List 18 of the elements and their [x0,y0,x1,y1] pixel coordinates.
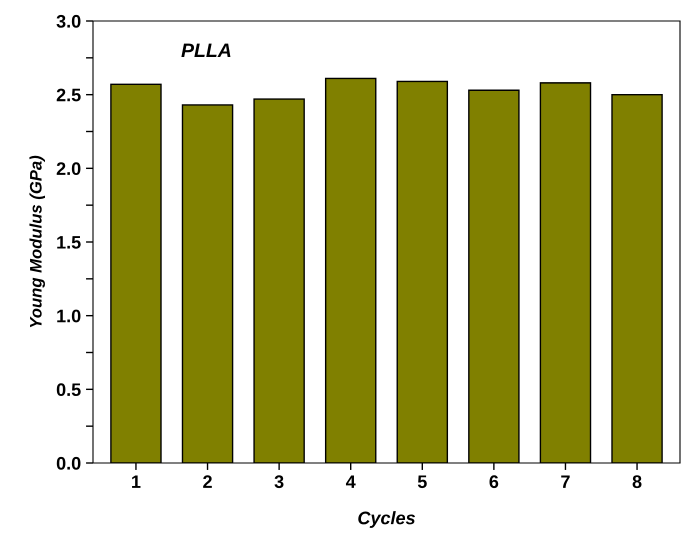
x-tick-label: 6 [490,475,498,488]
y-tick-label: 0.5 [56,383,81,396]
x-tick-label: 7 [561,475,570,488]
y-tick-label: 2.5 [56,88,81,102]
x-axis-title: Cycles [358,511,415,528]
x-tick-label: 8 [632,475,642,488]
x-tick-label: 5 [418,475,427,488]
x-tick-label: 2 [203,475,212,488]
y-tick-label: 1.5 [57,236,81,249]
x-tick-label: 4 [346,475,356,488]
x-tick-label: 1 [132,475,140,488]
y-tick-label: 2.0 [56,162,80,176]
x-tick-label: 3 [274,475,284,488]
annotation: PLLA [181,44,230,57]
y-axis-title: Young Modulus (GPa) [29,156,45,328]
y-tick-label: 0.0 [56,456,80,470]
y-tick-label: 3.0 [56,14,80,28]
y-tick-label: 1.0 [57,310,80,322]
